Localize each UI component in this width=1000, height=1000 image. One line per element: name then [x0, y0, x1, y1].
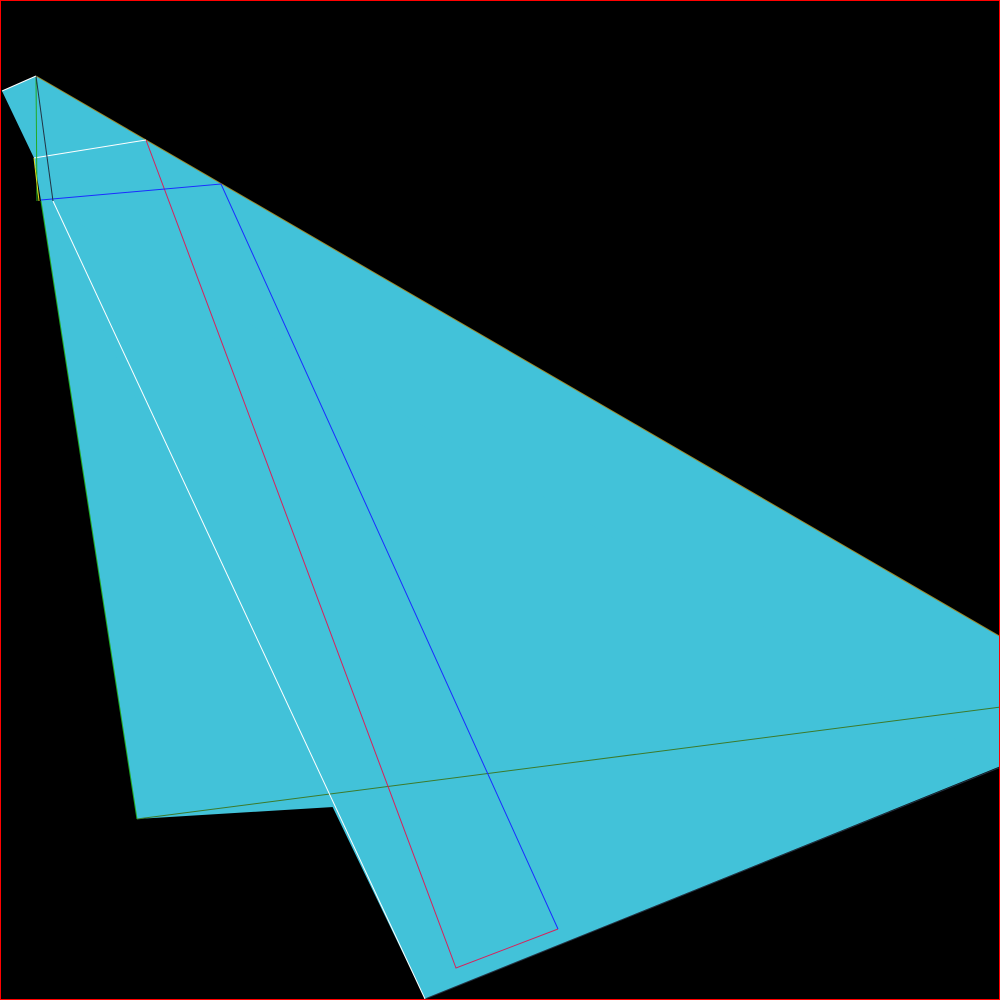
white-top-segment	[33, 139, 147, 159]
dark-corner-mark	[35, 75, 54, 202]
white-corner-mark	[1, 75, 37, 92]
crimson-rectangle-outline	[145, 139, 559, 969]
blue-rectangle-outline	[40, 183, 559, 930]
white-long-line	[52, 200, 426, 999]
yellow-corner-mark	[33, 157, 40, 202]
top-edge-line	[35, 75, 999, 637]
lower-cyan-wedge	[41, 201, 999, 999]
left-edge-line	[40, 200, 138, 820]
cross-line	[136, 706, 999, 820]
bottom-diagonal-line	[424, 767, 999, 999]
